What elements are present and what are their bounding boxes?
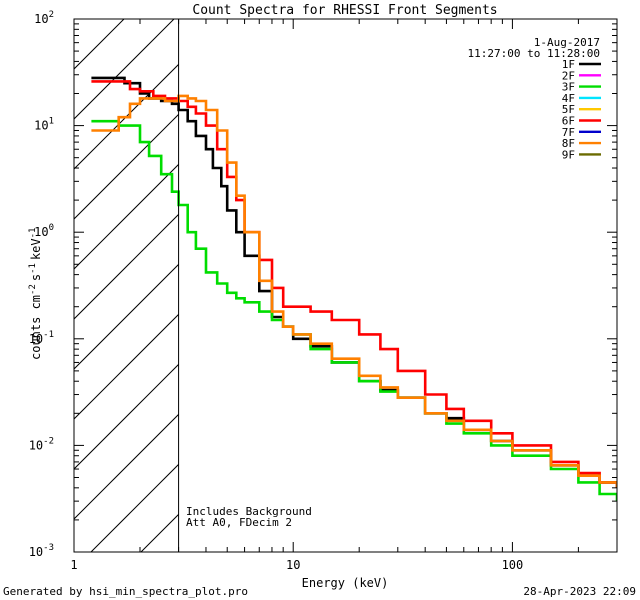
y-axis-ticks: 10-3 10-2 10-1 100 101 102 [29, 10, 617, 559]
legend-label-5F: 5F [562, 103, 575, 116]
hatch-line [74, 363, 179, 470]
y-tick-label: 10-1 [29, 330, 54, 346]
hatch-line [74, 63, 179, 170]
chart-title: Count Spectra for RHESSI Front Segments [192, 3, 497, 18]
hatch-line [74, 313, 179, 420]
legend-label-2F: 2F [562, 69, 575, 82]
x-axis-ticks: 1 10 100 [70, 19, 618, 572]
legend-label-9F: 9F [562, 148, 575, 161]
hatch-line [74, 213, 179, 320]
excluded-energy-hatch [74, 19, 179, 552]
legend-label-8F: 8F [562, 137, 575, 150]
legend-label-3F: 3F [562, 81, 575, 94]
plot-frame [73, 18, 618, 553]
hatch-line [74, 19, 175, 120]
y-tick-label: 102 [34, 10, 54, 26]
hatch-line [74, 263, 179, 370]
legend-label-4F: 4F [562, 92, 575, 105]
y-axis-label: counts cm-2s-1keV-1 [28, 228, 43, 360]
hatch-line [74, 113, 179, 220]
y-tick-label: 10-2 [29, 436, 54, 452]
legend-label-7F: 7F [562, 126, 575, 139]
series-8F [91, 94, 617, 488]
y-tick-label: 10-3 [29, 543, 54, 559]
spectra-series-group [91, 76, 617, 502]
x-tick-label: 100 [502, 558, 524, 572]
time-range: 11:27:00 to 11:28:00 [468, 47, 600, 60]
x-tick-label: 1 [70, 558, 77, 572]
annotation-attenuator: Att A0, FDecim 2 [186, 516, 292, 529]
observation-date: 1-Aug-2017 [534, 36, 600, 49]
y-tick-label: 100 [34, 223, 54, 239]
footer-timestamp: 28-Apr-2023 22:09 [523, 585, 636, 598]
legend-label-1F: 1F [562, 58, 575, 71]
generated-by: Generated by hsi_min_spectra_plot.pro [3, 585, 248, 598]
hatch-line [74, 19, 125, 70]
series-6F [91, 80, 617, 488]
series-1F [91, 76, 617, 488]
x-axis-label: Energy (keV) [302, 576, 389, 590]
y-tick-label: 101 [34, 117, 54, 133]
legend-label-6F: 6F [562, 115, 575, 128]
annotation-background: Includes Background [186, 505, 312, 518]
x-tick-label: 10 [286, 558, 300, 572]
hatch-line [74, 413, 179, 520]
